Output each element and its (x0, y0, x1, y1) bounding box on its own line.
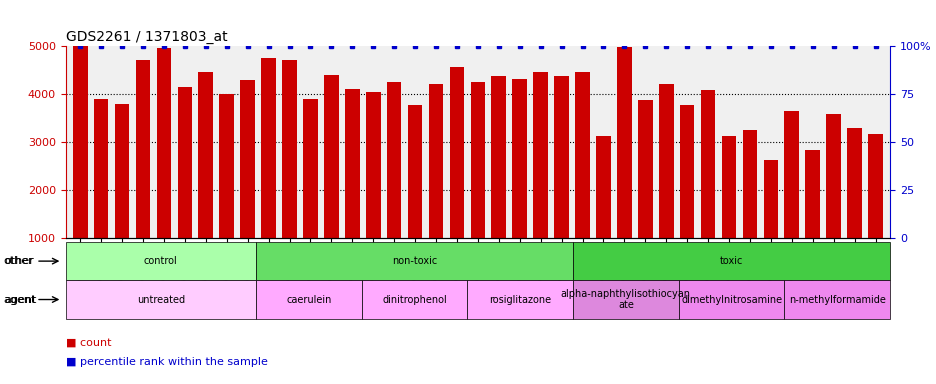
Text: alpha-naphthylisothiocyan
ate: alpha-naphthylisothiocyan ate (561, 289, 690, 310)
Text: GDS2261 / 1371803_at: GDS2261 / 1371803_at (66, 30, 227, 44)
Bar (470, 82, 485, 238)
Bar (136, 61, 150, 238)
Bar (846, 128, 861, 238)
Text: other: other (4, 256, 33, 266)
Bar (575, 73, 589, 238)
Bar (868, 134, 882, 238)
Bar (344, 89, 359, 238)
Bar (114, 104, 129, 238)
Text: ■ count: ■ count (66, 338, 111, 348)
Text: n-methylformamide: n-methylformamide (788, 295, 885, 305)
Bar (721, 136, 736, 238)
Bar (783, 111, 798, 238)
Bar (449, 67, 463, 238)
Bar (763, 161, 778, 238)
Text: agent: agent (5, 295, 37, 305)
Bar (533, 72, 548, 238)
Text: other: other (5, 256, 35, 266)
Text: untreated: untreated (137, 295, 184, 305)
Bar (700, 90, 715, 238)
Bar (680, 104, 694, 238)
Bar (156, 48, 171, 238)
Bar (219, 94, 234, 238)
Bar (512, 79, 526, 238)
Text: rosiglitazone: rosiglitazone (489, 295, 550, 305)
Bar (261, 58, 275, 238)
Bar (282, 61, 297, 238)
Bar (637, 100, 651, 238)
Bar (240, 79, 255, 238)
Bar (617, 47, 631, 238)
Bar (805, 150, 819, 238)
Bar (407, 105, 422, 238)
Bar (658, 84, 673, 238)
Bar (177, 87, 192, 238)
Bar (198, 72, 212, 238)
Text: caerulein: caerulein (285, 295, 331, 305)
Bar (94, 99, 109, 238)
Text: toxic: toxic (719, 256, 742, 266)
Bar (595, 136, 610, 238)
Bar (491, 76, 505, 238)
Text: ■ percentile rank within the sample: ■ percentile rank within the sample (66, 357, 267, 367)
Text: control: control (144, 256, 178, 266)
Bar (324, 75, 338, 238)
Bar (554, 76, 568, 238)
Bar (73, 46, 87, 238)
Bar (742, 129, 756, 238)
Bar (303, 99, 317, 238)
Bar (429, 84, 443, 238)
Text: non-toxic: non-toxic (391, 256, 436, 266)
Bar (366, 92, 380, 238)
Text: agent: agent (4, 295, 36, 305)
Bar (826, 114, 841, 238)
Text: dimethylnitrosamine: dimethylnitrosamine (680, 295, 782, 305)
Bar (387, 82, 401, 238)
Text: dinitrophenol: dinitrophenol (382, 295, 446, 305)
